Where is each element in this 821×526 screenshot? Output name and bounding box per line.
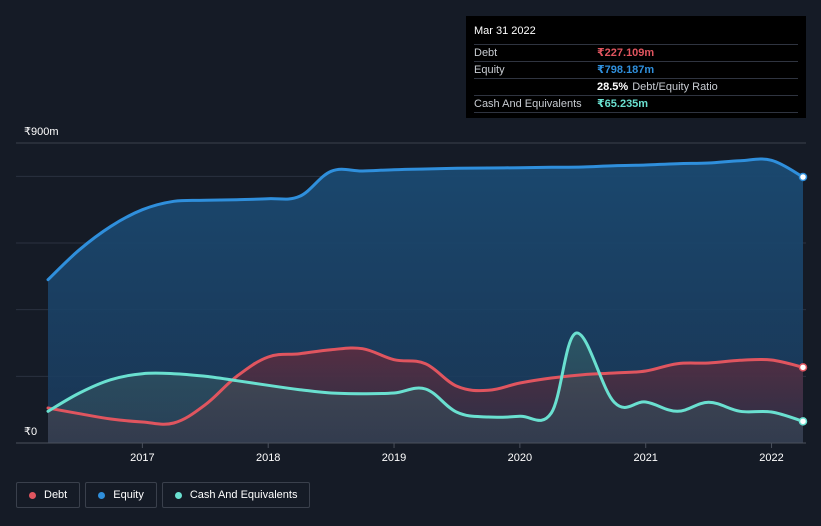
line-cash-and-equivalents <box>46 331 805 423</box>
tooltip-ratio-label: Debt/Equity Ratio <box>632 81 718 93</box>
tooltip-ratio-percent: 28.5% <box>597 81 629 93</box>
x-tick-label-2022: 2022 <box>759 452 783 464</box>
tooltip-ratio-spacer <box>474 79 597 95</box>
end-dot-debt <box>798 363 808 372</box>
area-cash-and-equivalents <box>48 332 803 443</box>
legend-item-cash[interactable]: Cash And Equivalents <box>161 482 311 508</box>
equity-dot-icon <box>98 491 106 499</box>
tooltip-panel: Mar 31 2022 Debt ₹227.109m Equity ₹798.1… <box>466 16 806 118</box>
legend: Debt Equity Cash And Equivalents <box>16 482 311 508</box>
series-end-dots <box>798 172 808 426</box>
line-equity <box>46 157 805 282</box>
tooltip-debt-label: Debt <box>474 47 498 59</box>
line-debt <box>46 346 805 426</box>
tooltip-equity-label: Equity <box>474 64 505 76</box>
y-axis-zero-label: ₹0 <box>24 426 37 438</box>
x-tick-label-2017: 2017 <box>130 452 154 464</box>
legend-cash-label: Cash And Equivalents <box>189 489 298 501</box>
tooltip-ratio-value: 28.5% Debt/Equity Ratio <box>597 79 718 95</box>
axes: ₹900m ₹0 2017 2018 2019 2020 2021 2022 <box>16 126 806 464</box>
legend-item-debt[interactable]: Debt <box>16 482 81 508</box>
series-lines <box>46 157 805 426</box>
y-axis-top-label: ₹900m <box>24 126 59 138</box>
debt-dot-icon <box>29 491 36 499</box>
x-tick-label-2021: 2021 <box>633 452 657 464</box>
tooltip-row-debt: Debt ₹227.109m <box>474 45 798 62</box>
end-dot-cash-and-equivalents <box>798 417 808 426</box>
tooltip-debt-value: ₹227.109m <box>597 47 655 59</box>
tooltip-row-ratio: 28.5% Debt/Equity Ratio <box>474 79 798 95</box>
legend-item-equity[interactable]: Equity <box>85 482 157 508</box>
tooltip-row-cash: Cash And Equivalents ₹65.235m <box>474 95 798 113</box>
cash-dot-icon <box>174 491 182 499</box>
end-dot-equity <box>798 172 808 182</box>
tooltip-date: Mar 31 2022 <box>474 24 798 45</box>
x-tick-label-2020: 2020 <box>508 452 532 464</box>
tooltip-equity-value: ₹798.187m <box>597 64 655 76</box>
legend-equity-label: Equity <box>113 489 144 501</box>
legend-debt-label: Debt <box>44 489 68 501</box>
tooltip-cash-value: ₹65.235m <box>597 98 649 110</box>
tooltip-cash-label: Cash And Equivalents <box>474 98 582 110</box>
series-areas <box>48 159 803 444</box>
tooltip-row-equity: Equity ₹798.187m <box>474 62 798 79</box>
x-tick-label-2018: 2018 <box>256 452 280 464</box>
x-tick-label-2019: 2019 <box>382 452 406 464</box>
